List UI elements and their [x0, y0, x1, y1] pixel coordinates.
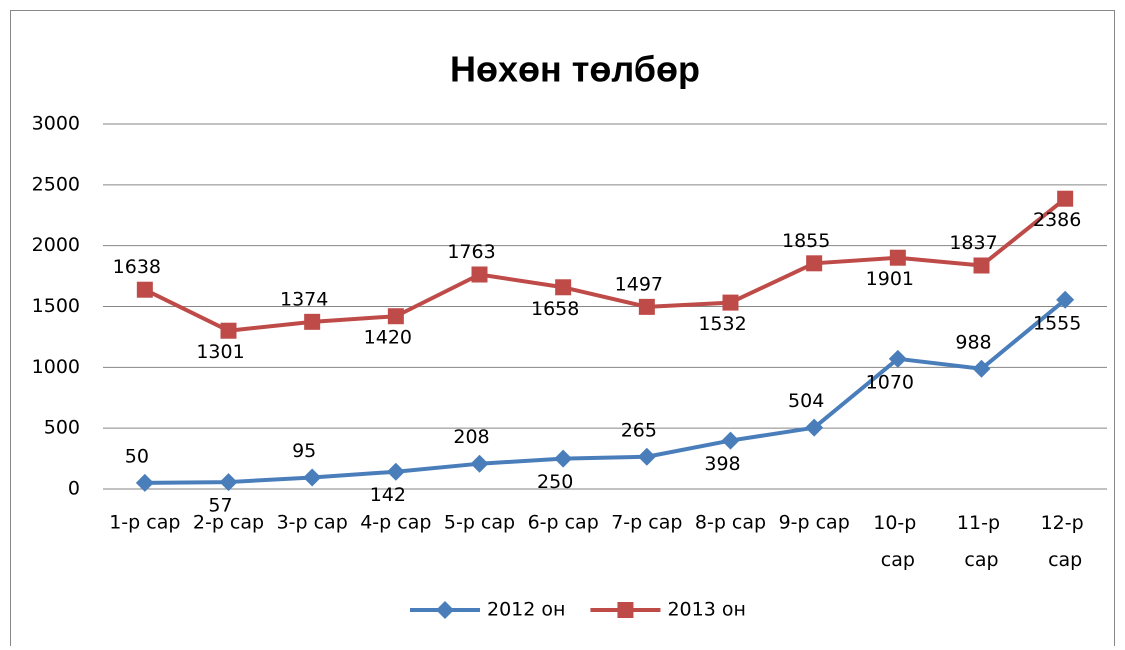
series-line: [143, 197, 1067, 333]
data-label: 988: [955, 331, 991, 353]
legend-marker: [617, 602, 634, 618]
legend-marker: [436, 601, 454, 619]
y-tick-label: 1500: [32, 295, 80, 317]
x-tick-label: 1-р сар: [109, 512, 180, 534]
data-point: [304, 313, 321, 330]
data-point: [973, 257, 990, 274]
data-label: 1420: [364, 327, 412, 349]
series-line: [144, 298, 1067, 485]
legend-label: 2012 он: [487, 599, 565, 621]
data-label: 142: [370, 484, 406, 506]
data-point: [471, 266, 488, 283]
data-label: 1837: [949, 232, 997, 254]
x-tick-label: 8-р сар: [695, 512, 766, 534]
data-label: 208: [453, 426, 489, 448]
data-point: [136, 281, 153, 298]
data-label: 1532: [698, 313, 746, 335]
data-label: 265: [621, 419, 657, 441]
data-point: [1056, 290, 1075, 309]
data-point: [554, 449, 573, 468]
x-tick-label: 2-р сар: [193, 512, 264, 534]
data-point: [638, 298, 655, 315]
y-tick-label: 2000: [32, 234, 80, 256]
data-label: 1555: [1033, 312, 1081, 334]
y-tick-label: 1000: [32, 356, 80, 378]
data-point: [721, 431, 740, 450]
data-point: [387, 308, 404, 325]
data-point: [1057, 190, 1074, 207]
data-point: [888, 349, 907, 368]
y-tick-label: 2500: [32, 173, 80, 195]
data-point: [219, 473, 238, 492]
x-tick-label: 11-р сар: [957, 512, 1006, 571]
data-label: 1497: [615, 273, 663, 295]
y-tick-label: 500: [44, 417, 80, 439]
data-label: 1638: [113, 256, 161, 278]
data-label: 95: [292, 440, 316, 462]
data-point: [806, 255, 823, 272]
data-label: 1070: [866, 371, 914, 393]
data-point: [386, 462, 405, 481]
x-tick-label: 5-р сар: [444, 512, 515, 534]
data-point: [555, 279, 572, 296]
data-label: 1658: [531, 298, 579, 320]
y-tick-label: 3000: [32, 113, 80, 135]
data-label: 504: [788, 390, 824, 412]
data-point: [303, 468, 322, 487]
x-tick-label: 7-р сар: [611, 512, 682, 534]
data-label: 1374: [280, 288, 328, 310]
chart-frame: [10, 10, 1115, 650]
data-point: [889, 249, 906, 266]
chart-title: Нөхөн төлбөр: [450, 49, 700, 90]
data-label: 1301: [196, 341, 244, 363]
data-label: 57: [208, 495, 232, 517]
data-label: 1763: [447, 241, 495, 263]
data-label: 250: [537, 471, 573, 493]
data-label: 1901: [866, 268, 914, 290]
x-tick-label: 6-р сар: [528, 512, 599, 534]
data-point: [972, 359, 991, 378]
data-label: 1855: [782, 230, 830, 252]
x-tick-label: 3-р сар: [277, 512, 348, 534]
data-point: [135, 473, 154, 492]
data-point: [470, 454, 489, 473]
data-label: 2386: [1033, 209, 1081, 231]
data-point: [722, 294, 739, 311]
y-tick-label: 0: [68, 478, 80, 500]
x-tick-label: 4-р сар: [360, 512, 431, 534]
data-point: [220, 322, 237, 339]
data-label: 398: [704, 453, 740, 475]
x-tick-label: 12-р сар: [1041, 512, 1090, 571]
x-tick-label: 10-р сар: [873, 512, 922, 571]
x-tick-label: 9-р сар: [779, 512, 850, 534]
data-point: [637, 447, 656, 466]
data-point: [805, 418, 824, 437]
data-label: 50: [125, 445, 149, 467]
legend-label: 2013 он: [667, 599, 745, 621]
